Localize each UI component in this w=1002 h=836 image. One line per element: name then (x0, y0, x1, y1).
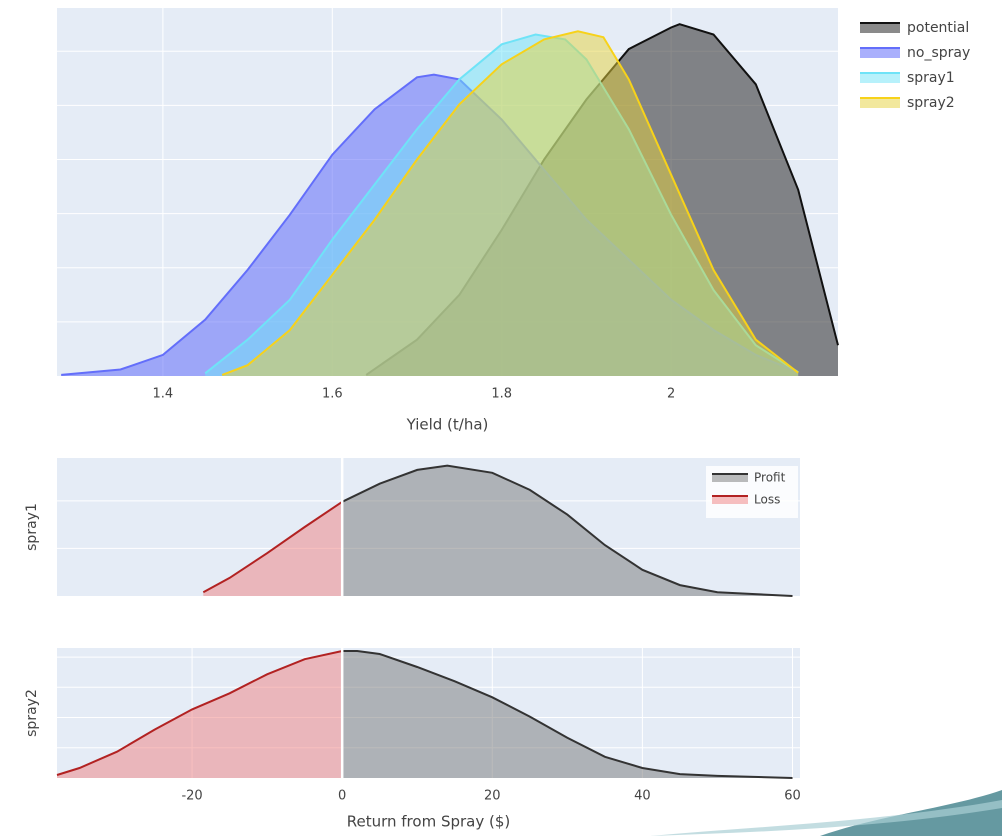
x-tick-label: 0 (338, 789, 346, 804)
legend-swatch (860, 73, 900, 83)
legend-swatch (860, 98, 900, 108)
legend-swatch (860, 23, 900, 33)
x-tick-label: 20 (484, 789, 501, 804)
x-tick-label: 1.8 (491, 387, 512, 402)
x-tick-label: 1.4 (153, 387, 174, 402)
legend-label: no_spray (907, 45, 970, 61)
x-tick-label: 1.6 (322, 387, 343, 402)
x-tick-label: 40 (634, 789, 651, 804)
legend-label: Loss (754, 493, 780, 507)
y-axis-title: spray1 (24, 503, 40, 551)
legend-label: spray2 (907, 95, 955, 111)
x-axis-title: Yield (t/ha) (406, 416, 489, 434)
x-tick-label: -20 (181, 789, 202, 804)
y-axis-title: spray2 (24, 689, 40, 737)
subplot: -20 0 20 40 60 Return from Spray ($) spray2 (24, 648, 801, 831)
legend-label: potential (907, 20, 969, 36)
decoration (820, 790, 1002, 836)
x-tick-label: 2 (667, 387, 675, 402)
legend-label: Profit (754, 471, 786, 485)
x-tick-label: 60 (784, 789, 801, 804)
dashboard: 1.4 1.6 1.8 2 Yield (t/ha) potential no_sprays… (0, 0, 1002, 836)
legend-label: spray1 (907, 70, 955, 86)
subplot: spray1 Profit Loss (24, 458, 800, 596)
legend-swatch (860, 48, 900, 58)
legend-swatch (712, 474, 748, 482)
x-axis-title: Return from Spray ($) (347, 813, 511, 831)
subplot: 1.4 1.6 1.8 2 Yield (t/ha) potential no_sprays… (57, 8, 970, 434)
legend-swatch (712, 496, 748, 504)
